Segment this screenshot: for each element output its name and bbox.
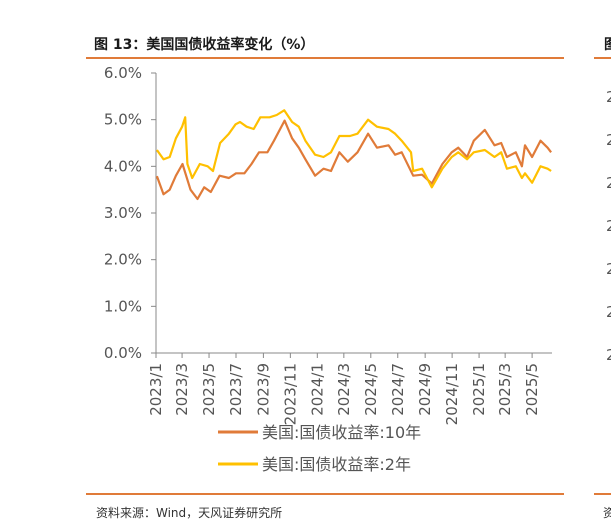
source-note: 资料来源：Wind，天风证券研究所 [96, 506, 283, 520]
y-tick-label: 3.0% [104, 204, 142, 222]
x-tick-label: 2025/3 [496, 363, 514, 416]
y-tick-label: 4.0% [104, 157, 142, 175]
legend-label-2y: 美国:国债收益率:2年 [262, 455, 411, 474]
legend-label-10y: 美国:国债收益率:10年 [262, 423, 421, 442]
adjacent-tick-fragment: 2 [606, 88, 611, 106]
x-tick-label: 2024/1 [308, 363, 326, 416]
x-tick-label: 2024/7 [389, 363, 407, 416]
series-line-2y [156, 109, 552, 189]
y-tick-label: 2.0% [104, 251, 142, 269]
series-line-10y [155, 119, 552, 201]
x-tick-label: 2023/9 [254, 363, 272, 416]
adjacent-chart-ticks-fragment: 2 2 2 2 2 2 2 [606, 88, 611, 364]
adjacent-figure-title-fragment: 图 [604, 34, 611, 54]
figure-title: 图 13：美国国债收益率变化（%） [94, 37, 315, 53]
adjacent-tick-fragment: 2 [606, 303, 611, 321]
x-tick-label: 2025/5 [523, 363, 541, 416]
y-tick-label: 1.0% [104, 297, 142, 315]
adjacent-title-divider [594, 57, 611, 59]
chart-lines [155, 109, 552, 201]
chart-ticks: 0.0% 1.0% 2.0% 3.0% 4.0% 5.0% 6.0% 2023/1 2023/3… [104, 64, 541, 425]
chart-canvas: 0.0% 1.0% 2.0% 3.0% 4.0% 5.0% 6.0% 2023/1 2023/3… [104, 64, 611, 474]
x-tick-label: 2023/3 [173, 363, 191, 416]
y-tick-label: 0.0% [104, 344, 142, 362]
x-tick-label: 2023/7 [227, 363, 245, 416]
x-tick-label: 2023/1 [147, 363, 165, 416]
adjacent-source-divider [594, 493, 611, 495]
chart-axes [155, 73, 552, 354]
x-tick-label: 2023/11 [281, 363, 299, 425]
x-tick-label: 2023/5 [200, 363, 218, 416]
title-divider [86, 57, 564, 59]
adjacent-tick-fragment: 2 [606, 174, 611, 192]
y-tick-label: 5.0% [104, 111, 142, 129]
x-tick-label: 2024/5 [362, 363, 380, 416]
adjacent-source-fragment: 资 [603, 506, 611, 520]
adjacent-tick-fragment: 2 [606, 217, 611, 235]
x-tick-label: 2024/3 [335, 363, 353, 416]
x-tick-label: 2025/1 [470, 363, 488, 416]
x-tick-label: 2024/11 [443, 363, 461, 425]
y-tick-label: 6.0% [104, 64, 142, 82]
adjacent-tick-fragment: 2 [606, 260, 611, 278]
adjacent-tick-fragment: 2 [606, 346, 611, 364]
source-divider [86, 493, 564, 495]
adjacent-tick-fragment: 2 [606, 131, 611, 149]
x-tick-label: 2024/9 [416, 363, 434, 416]
